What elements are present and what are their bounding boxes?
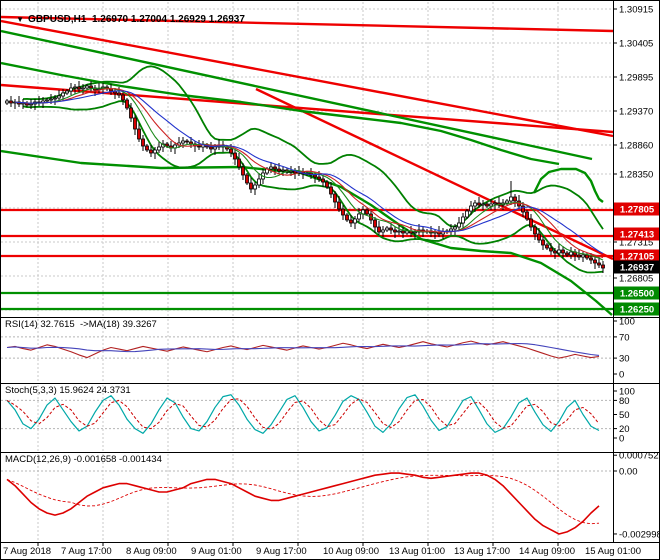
- red-trend-top-flat[interactable]: [1, 15, 614, 33]
- grid-lines: [1, 2, 613, 541]
- svg-text:13 Aug 17:00: 13 Aug 17:00: [454, 546, 510, 557]
- stoch-indicator-label: Stoch(5,3,3) 15.9624 24.3731: [5, 385, 131, 396]
- symbol-timeframe-label: GBPUSD,H1: [28, 14, 87, 25]
- green-band-upper[interactable]: [1, 61, 560, 166]
- svg-text:1.26500: 1.26500: [620, 289, 654, 300]
- svg-text:1.29370: 1.29370: [619, 107, 653, 118]
- svg-text:7 Aug 17:00: 7 Aug 17:00: [61, 546, 112, 557]
- price-badge-1.27105: 1.27105: [614, 249, 659, 263]
- svg-text:15 Aug 01:00: 15 Aug 01:00: [585, 546, 641, 557]
- svg-text:1.28860: 1.28860: [619, 141, 653, 152]
- bollinger-bands: [22, 65, 604, 274]
- svg-text:1.30405: 1.30405: [619, 39, 653, 50]
- panel-borders: [1, 1, 659, 543]
- rsi-plot: [6, 340, 600, 359]
- svg-text:14 Aug 09:00: 14 Aug 09:00: [519, 546, 575, 557]
- svg-text:1.30915: 1.30915: [619, 5, 653, 16]
- svg-text:-0.002998: -0.002998: [619, 529, 660, 540]
- price-badge-1.26500: 1.26500: [614, 286, 659, 300]
- stochastic-plot: [6, 394, 600, 434]
- price-badge-1.26250: 1.26250: [614, 302, 659, 316]
- svg-text:7 Aug 2018: 7 Aug 2018: [3, 546, 51, 557]
- rsi-axis: 100 70 30 0: [613, 317, 635, 381]
- support-resistance-lines[interactable]: [1, 208, 613, 311]
- svg-text:8 Aug 09:00: 8 Aug 09:00: [126, 546, 177, 557]
- svg-text:0: 0: [619, 370, 624, 381]
- candlestick-series[interactable]: [5, 81, 605, 273]
- svg-text:9 Aug 01:00: 9 Aug 01:00: [191, 546, 242, 557]
- green-band-hook[interactable]: [532, 167, 604, 203]
- price-axis[interactable]: 1.30915 1.30405 1.29895 1.29370 1.28860 1.283…: [613, 5, 653, 285]
- rsi-indicator-label: RSI(14) 32.7615 ->MA(18) 39.3267: [5, 319, 157, 330]
- svg-text:100: 100: [619, 387, 635, 398]
- red-trend-cross[interactable]: [255, 87, 614, 261]
- svg-text:0.00: 0.00: [619, 467, 638, 478]
- time-axis[interactable]: 7 Aug 2018 7 Aug 17:00 8 Aug 09:00 9 Aug 01…: [3, 542, 641, 558]
- price-badge-1.26937: 1.26937: [614, 260, 659, 274]
- svg-text:1.28350: 1.28350: [619, 170, 653, 181]
- svg-text:1.26250: 1.26250: [620, 305, 654, 316]
- svg-text:1.27413: 1.27413: [620, 230, 654, 241]
- svg-text:1.27105: 1.27105: [620, 252, 655, 263]
- svg-text:10 Aug 09:00: 10 Aug 09:00: [323, 546, 379, 557]
- green-trend-straight[interactable]: [1, 29, 593, 161]
- red-trend-steep[interactable]: [1, 19, 614, 138]
- macd-axis: 0.000752 0.00 -0.002998: [613, 451, 660, 540]
- svg-text:1.29895: 1.29895: [619, 73, 653, 84]
- svg-text:1.26805: 1.26805: [619, 274, 653, 285]
- svg-text:80: 80: [619, 396, 630, 407]
- svg-text:13 Aug 01:00: 13 Aug 01:00: [389, 546, 445, 557]
- svg-text:50: 50: [619, 410, 630, 421]
- ohlc-values: 1.26970 1.27004 1.26929 1.26937: [91, 14, 245, 25]
- svg-text:0: 0: [619, 434, 624, 445]
- svg-text:9 Aug 17:00: 9 Aug 17:00: [256, 546, 307, 557]
- price-badge-1.27805: 1.27805: [614, 202, 659, 216]
- svg-text:0.000752: 0.000752: [619, 451, 659, 462]
- price-badge-1.27413: 1.27413: [614, 227, 659, 241]
- chart-title-bar: ▼ GBPUSD,H1 1.26970 1.27004 1.26929 1.269…: [5, 3, 245, 36]
- svg-text:70: 70: [619, 332, 630, 343]
- svg-text:1.27315: 1.27315: [619, 238, 653, 249]
- svg-text:20: 20: [619, 424, 630, 435]
- macd-indicator-label: MACD(12,26,9) -0.001658 -0.001434: [5, 454, 162, 465]
- moving-averages: [14, 87, 604, 261]
- macd-plot: [6, 472, 600, 535]
- svg-text:100: 100: [619, 317, 635, 328]
- svg-text:1.26937: 1.26937: [620, 263, 654, 274]
- svg-text:1.27805: 1.27805: [620, 205, 655, 216]
- symbol-dropdown-icon[interactable]: ▼: [16, 15, 25, 24]
- svg-text:30: 30: [619, 354, 630, 365]
